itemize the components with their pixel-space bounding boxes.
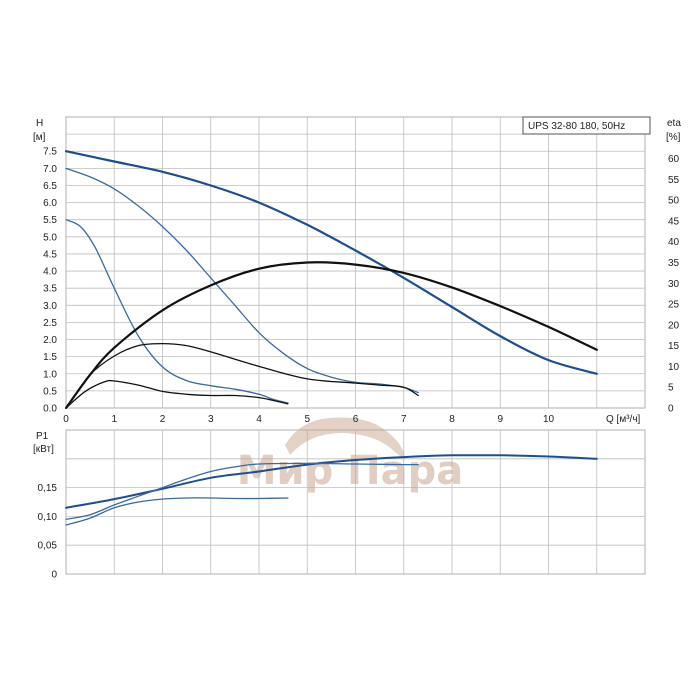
watermark-text: Мир Пара	[237, 448, 463, 494]
head-curve-1	[65, 167, 419, 394]
y2-tick-label: 20	[668, 320, 680, 331]
x-tick-label: 8	[449, 414, 455, 425]
chart-title: UPS 32-80 180, 50Hz	[528, 121, 625, 132]
y2-tick-label: 15	[668, 341, 680, 352]
y2-tick-label: 0	[668, 404, 674, 415]
watermark-steam-icon	[285, 417, 405, 460]
y-tick-label: 4.0	[43, 267, 57, 278]
x-axis-label: Q [м³/ч]	[606, 414, 641, 425]
power-axis-label-name: P1	[36, 431, 49, 442]
y-tick-label: 2.0	[43, 335, 57, 346]
power-tick-label: 0,10	[38, 512, 58, 523]
x-tick-label: 4	[256, 414, 262, 425]
head-panel-grid	[65, 116, 646, 409]
y-tick-label: 3.5	[43, 284, 57, 295]
y-tick-label: 1.5	[43, 352, 57, 363]
head-curve-2	[65, 219, 289, 404]
efficiency-curve-3	[64, 261, 598, 410]
y2-axis-label-name: eta	[667, 118, 681, 129]
efficiency-curve-4	[65, 342, 419, 409]
y-tick-label: 4.5	[43, 249, 57, 260]
power-panel-ticks: 0 0,05 0,10 0,15	[38, 483, 58, 580]
y2-tick-label: 55	[668, 175, 680, 186]
x-tick-label: 2	[160, 414, 166, 425]
power-tick-label: 0,05	[38, 541, 58, 552]
y-tick-label: 0.0	[43, 404, 57, 415]
y2-tick-label: 25	[668, 300, 680, 311]
y-tick-label: 6.0	[43, 198, 57, 209]
y-axis-label-name: H	[36, 118, 43, 129]
x-tick-label: 7	[401, 414, 407, 425]
power-axis-label-unit: [кВт]	[33, 444, 54, 455]
power-curve-2	[65, 497, 289, 526]
y-tick-label: 6.5	[43, 181, 57, 192]
power-tick-label: 0,15	[38, 483, 58, 494]
y2-tick-label: 60	[668, 154, 680, 165]
y2-tick-label: 5	[668, 383, 674, 394]
power-panel-series	[65, 454, 598, 526]
efficiency-curve-5	[65, 379, 289, 409]
y2-tick-label: 35	[668, 258, 680, 269]
y-tick-label: 7.5	[43, 147, 57, 158]
legend: UPS 32-80 180, 50Hz	[522, 116, 651, 135]
power-tick-label: 0	[51, 570, 57, 581]
x-tick-label: 10	[543, 414, 555, 425]
y-tick-label: 1.0	[43, 369, 57, 380]
y2-tick-label: 45	[668, 216, 680, 227]
power-panel-grid	[65, 429, 646, 575]
head-curve-0	[64, 150, 598, 375]
y-tick-label: 5.5	[43, 215, 57, 226]
legend-box	[522, 116, 651, 135]
x-tick-label: 6	[353, 414, 359, 425]
x-tick-label: 0	[63, 414, 69, 425]
y-tick-label: 0.5	[43, 386, 57, 397]
x-tick-label: 3	[208, 414, 214, 425]
head-panel-ticks: 0 1 2 3 4 5 6 7 8 9 100.00.51.01.52.02.53.03.54.04…	[43, 147, 679, 425]
y-tick-label: 5.0	[43, 232, 57, 243]
y-tick-label: 2.5	[43, 318, 57, 329]
head-panel-series	[64, 150, 598, 410]
y-tick-label: 3.0	[43, 301, 57, 312]
y-tick-label: 7.0	[43, 164, 57, 175]
x-tick-label: 9	[497, 414, 503, 425]
y2-axis-label-unit: [%]	[666, 132, 681, 143]
x-tick-label: 1	[111, 414, 117, 425]
y2-tick-label: 30	[668, 279, 680, 290]
y2-tick-label: 50	[668, 196, 680, 207]
y2-tick-label: 40	[668, 237, 680, 248]
x-tick-label: 5	[304, 414, 310, 425]
y-axis-label-unit: [м]	[33, 132, 46, 143]
power-curve-1	[65, 462, 419, 520]
y2-tick-label: 10	[668, 362, 680, 373]
